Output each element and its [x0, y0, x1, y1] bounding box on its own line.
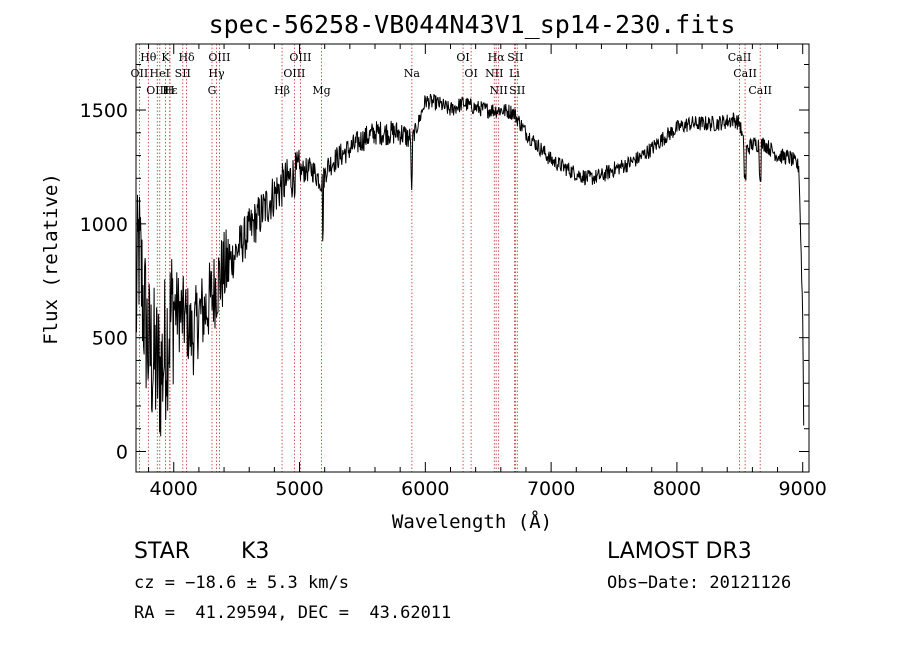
coordinates-readout: RA = 41.29594, DEC = 43.62011	[134, 603, 452, 623]
redshift-readout: cz = −18.6 ± 5.3 km/s	[134, 573, 349, 593]
spectrum-line	[135, 93, 805, 437]
spectral-line-label: SII	[175, 67, 191, 80]
object-subclass: K3	[241, 539, 270, 564]
spectrum-series	[135, 93, 805, 437]
spectral-line-label: Hβ	[274, 84, 290, 97]
spectral-line-label: OIII	[289, 51, 311, 64]
survey-name: LAMOST DR3	[607, 539, 752, 564]
spectral-line-label: CaII	[733, 67, 757, 80]
spectral-line-label: OIII	[283, 67, 305, 80]
spectral-line-label: HeI	[150, 67, 170, 80]
axis-ticks: 4000 5000 6000 7000 8000 9000 0 500 1000 1500	[80, 44, 827, 500]
spectral-line-label: H	[165, 84, 175, 97]
spectral-line-label: G	[208, 84, 217, 97]
y-tick-label: 500	[92, 328, 128, 350]
y-tick-label: 1500	[80, 100, 128, 122]
spectral-line-label: Hγ	[208, 67, 225, 80]
spectral-line-label: NII	[490, 84, 508, 97]
x-tick-label: 5000	[275, 478, 323, 500]
x-tick-label: 6000	[401, 478, 449, 500]
observation-date: Obs−Date: 20121126	[607, 573, 792, 593]
plot-frame	[135, 43, 810, 473]
y-tick-label: 0	[116, 442, 128, 464]
x-tick-label: 7000	[527, 478, 575, 500]
spectral-line-label: OI	[456, 51, 469, 64]
chart-title: spec-56258-VB044N43V1_sp14-230.fits	[209, 10, 736, 39]
spectral-line-label: Hα	[488, 51, 506, 64]
spectral-line-label: Mg	[312, 84, 330, 97]
spectral-line-label: CaII	[748, 84, 772, 97]
y-tick-label: 1000	[80, 214, 128, 236]
x-tick-label: 9000	[779, 478, 827, 500]
spectral-line-label: K	[161, 51, 170, 64]
spectral-line-label: OIII	[146, 84, 168, 97]
x-axis-label: Wavelength (Å)	[392, 510, 552, 533]
spectral-line-label: SII	[509, 84, 525, 97]
spectral-line-label: Hθ	[140, 51, 157, 64]
spectral-line-label: Hδ	[178, 51, 195, 64]
spectral-line-label: SII	[507, 51, 523, 64]
x-tick-label: 8000	[653, 478, 701, 500]
spectral-line-label: CaII	[728, 51, 752, 64]
spectral-line-label: Na	[404, 67, 421, 80]
spectral-line-label: OI	[464, 67, 477, 80]
y-axis-label: Flux (relative)	[40, 173, 62, 345]
x-tick-label: 4000	[150, 478, 198, 500]
spectral-line-label: OII	[131, 67, 149, 80]
object-class: STAR	[134, 539, 191, 564]
spectral-line-label: Li	[509, 67, 520, 80]
spectral-line-label: OIII	[208, 51, 230, 64]
spectral-line-label: NII	[485, 67, 503, 80]
